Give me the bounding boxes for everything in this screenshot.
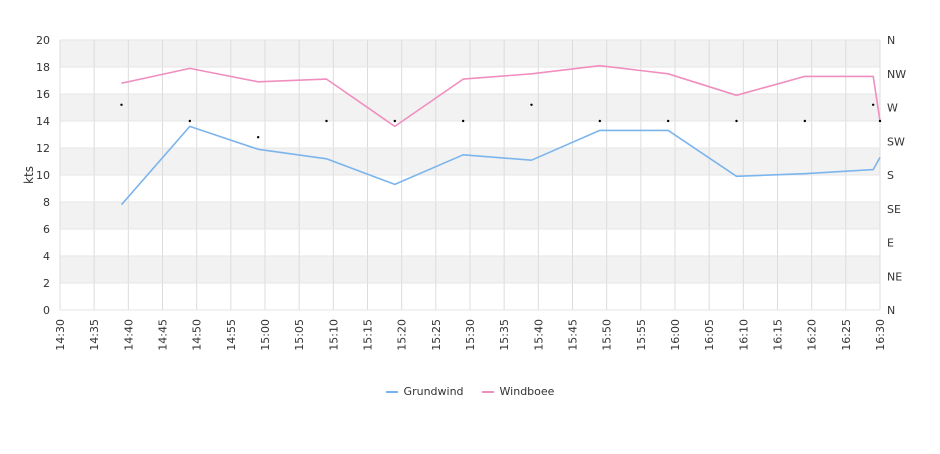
series-line-grundwind[interactable]: [120, 125, 881, 206]
direction-tick-label: SW: [887, 135, 905, 148]
legend-label-grundwind: Grundwind: [403, 385, 464, 398]
x-tick-label: 15:20: [396, 319, 409, 351]
series-lines: [120, 64, 881, 206]
legend-swatch-grundwind: [385, 390, 398, 393]
x-tick-label: 15:30: [464, 319, 477, 351]
legend-item-grundwind[interactable]: Grundwind: [385, 385, 464, 398]
direction-marker: [256, 136, 260, 139]
y-tick-label: 20: [36, 34, 50, 47]
x-tick-label: 15:35: [498, 319, 511, 351]
y-tick-label: 8: [43, 196, 50, 209]
direction-marker: [735, 119, 738, 123]
x-tick-label: 15:15: [362, 319, 375, 351]
x-tick-label: 16:00: [669, 319, 682, 351]
x-tick-label: 14:50: [191, 319, 204, 351]
direction-marker: [666, 119, 670, 123]
direction-tick-label: NW: [887, 68, 906, 81]
y-tick-label: 18: [36, 61, 50, 74]
y-tick-label: 4: [43, 250, 50, 263]
x-tick-label: 15:00: [259, 319, 272, 351]
direction-tick-label: N: [887, 34, 895, 47]
x-tick-label: 16:05: [703, 319, 716, 351]
x-tick-label: 15:50: [601, 319, 614, 351]
direction-tick-label: E: [887, 237, 894, 250]
y-tick-label: 6: [43, 223, 50, 236]
x-tick-label: 15:05: [293, 319, 306, 351]
direction-marker: [878, 119, 882, 123]
series-line-windboee[interactable]: [121, 64, 881, 128]
direction-marker: [871, 103, 875, 107]
x-tick-label: 16:15: [772, 319, 785, 351]
x-tick-label: 14:40: [122, 319, 135, 351]
x-tick-label: 14:55: [225, 319, 238, 351]
y-tick-label: 14: [36, 115, 50, 128]
direction-marker: [393, 119, 397, 123]
direction-tick-label: N: [887, 304, 895, 317]
direction-marker: [530, 103, 533, 107]
direction-tick-label: S: [887, 169, 894, 182]
direction-marker: [803, 119, 807, 123]
y-tick-label: 12: [36, 142, 50, 155]
legend: Grundwind Windboee: [0, 385, 940, 398]
y-tick-label: 2: [43, 277, 50, 290]
horizontal-gridlines: [60, 39, 880, 311]
direction-tick-label: NE: [887, 270, 902, 283]
direction-marker: [461, 119, 465, 123]
x-tick-label: 14:35: [88, 319, 101, 351]
direction-marker: [598, 119, 602, 123]
x-tick-label: 15:10: [327, 319, 340, 351]
x-tick-label: 16:20: [806, 319, 819, 351]
x-tick-label: 16:10: [737, 319, 750, 351]
legend-swatch-windboee: [481, 390, 494, 393]
legend-label-windboee: Windboee: [499, 385, 555, 398]
y-tick-label: 0: [43, 304, 50, 317]
direction-tick-label: SE: [887, 203, 901, 216]
direction-marker: [325, 119, 328, 123]
x-tick-label: 15:25: [430, 319, 443, 351]
y-axis-label: kts: [22, 166, 36, 184]
x-tick-label: 14:45: [157, 319, 170, 351]
x-tick-label: 15:55: [635, 319, 648, 351]
x-tick-label: 15:45: [567, 319, 580, 351]
x-axis: 14:30 14:35 14:40 14:45 14:50 14:55 15:00 15:05…: [54, 319, 887, 351]
x-tick-label: 16:25: [840, 319, 853, 351]
direction-markers: [120, 103, 882, 139]
left-y-axis: 0 2 4 6 8 10 12 14 16 18 20: [36, 34, 50, 317]
direction-marker: [120, 103, 123, 107]
y-tick-label: 10: [36, 169, 50, 182]
direction-tick-label: W: [887, 102, 898, 115]
direction-marker: [188, 119, 192, 123]
right-direction-axis: N NE E SE S SW W NW N: [887, 34, 906, 317]
x-tick-label: 14:30: [54, 319, 67, 351]
x-tick-label: 15:40: [532, 319, 545, 351]
x-tick-label: 16:30: [874, 319, 887, 351]
y-tick-label: 16: [36, 88, 50, 101]
legend-item-windboee[interactable]: Windboee: [481, 385, 555, 398]
